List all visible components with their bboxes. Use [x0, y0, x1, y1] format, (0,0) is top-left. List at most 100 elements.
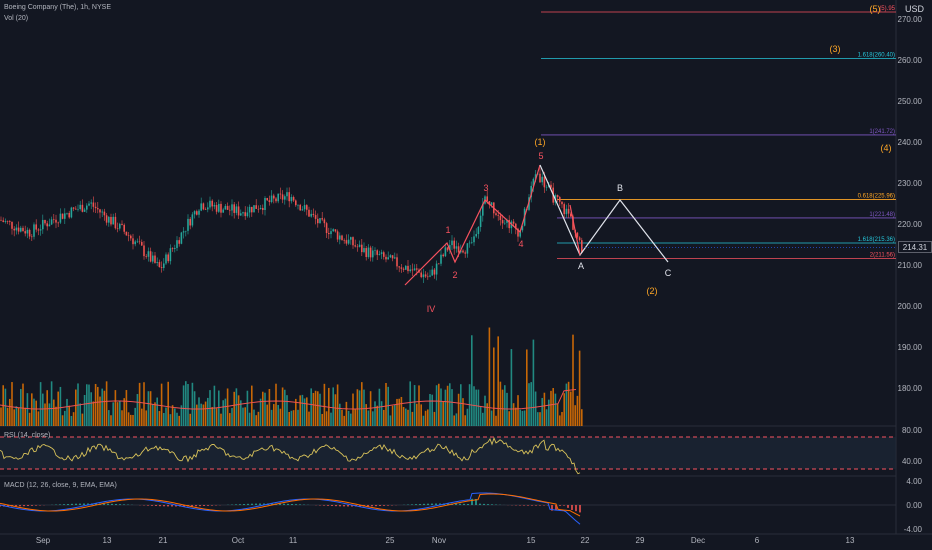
price-candle — [325, 223, 328, 234]
fib-level-label: 1(241.72) — [869, 129, 895, 135]
volume-bar — [424, 410, 427, 426]
volume-bar — [264, 392, 266, 426]
symbol-title[interactable]: Boeing Company (The), 1h, NYSE — [4, 4, 111, 11]
volume-bar — [59, 386, 62, 426]
macd-histogram-bar — [379, 505, 381, 507]
price-candle — [103, 211, 106, 216]
last-price-badge: 214.31 — [898, 241, 932, 253]
price-candle — [317, 218, 319, 224]
volume-bar — [488, 327, 491, 426]
macd-indicator-label[interactable]: MACD (12, 26, close, 9, EMA, EMA) — [4, 482, 117, 489]
macd-histogram-bar — [411, 504, 413, 505]
rsi-band — [0, 437, 896, 469]
volume-bar — [220, 413, 222, 426]
macd-histogram-bar — [19, 505, 21, 507]
price-candle — [136, 241, 139, 243]
volume-bar — [482, 412, 484, 426]
price-candle — [567, 208, 570, 214]
volume-bar — [297, 409, 299, 426]
macd-histogram-bar — [31, 505, 33, 506]
volume-bar — [121, 410, 123, 426]
volume-bar — [154, 402, 156, 426]
volume-bar — [389, 415, 392, 426]
price-candle — [453, 240, 455, 249]
price-candle — [356, 246, 359, 248]
macd-histogram-bar — [83, 503, 85, 505]
volume-bar — [286, 395, 288, 426]
macd-histogram-bar — [343, 505, 345, 507]
volume-bar — [132, 414, 134, 426]
volume-bar — [275, 383, 277, 426]
price-candle — [389, 255, 392, 258]
price-candle — [424, 274, 427, 277]
macd-histogram-bar — [59, 504, 61, 505]
volume-bar — [110, 415, 112, 426]
macd-histogram-bar — [15, 505, 17, 507]
volume-bar — [394, 404, 396, 426]
macd-histogram-bar — [67, 503, 69, 505]
macd-histogram-bar — [339, 505, 341, 507]
volume-bar — [147, 391, 150, 426]
macd-histogram-bar — [559, 505, 561, 506]
price-candle — [328, 233, 330, 235]
volume-moving-average — [0, 389, 577, 410]
volume-bar — [68, 405, 70, 426]
price-candle — [37, 229, 40, 231]
volume-bar — [171, 405, 174, 426]
price-candle — [229, 209, 231, 211]
volume-bar — [501, 389, 504, 426]
macd-histogram-bar — [479, 503, 481, 505]
price-candle — [50, 219, 53, 225]
price-candle — [156, 262, 158, 263]
price-candle — [559, 197, 561, 202]
volume-bar — [446, 385, 449, 426]
price-candle — [440, 254, 442, 264]
volume-bar — [464, 415, 466, 426]
price-candle — [244, 212, 246, 217]
macd-histogram-bar — [579, 505, 581, 513]
price-candle — [119, 223, 121, 229]
macd-histogram-bar — [475, 498, 477, 505]
volume-bar — [519, 409, 521, 426]
volume-bar — [314, 390, 317, 426]
price-candle — [220, 203, 222, 213]
price-candle — [33, 224, 35, 237]
price-candle — [295, 200, 297, 206]
volume-bar — [158, 411, 161, 426]
volume-bar — [462, 398, 464, 426]
volume-bar — [442, 401, 444, 426]
volume-bar — [563, 393, 565, 426]
macd-histogram-bar — [235, 504, 237, 505]
volume-bar — [257, 411, 260, 426]
price-candle — [565, 208, 568, 215]
fib-level-label: 0.618(225.96) — [858, 194, 895, 200]
macd-histogram-bar — [175, 505, 177, 507]
price-candle — [433, 269, 436, 275]
price-candle — [367, 247, 370, 257]
macd-histogram-bar — [23, 505, 25, 507]
price-axis-tick: 210.00 — [898, 261, 923, 270]
fib-level-label: 1(221.48) — [869, 212, 895, 218]
macd-histogram-bar — [419, 503, 421, 505]
price-candle — [321, 218, 323, 220]
price-candle — [501, 220, 504, 224]
volume-bar — [449, 383, 451, 426]
price-candle — [207, 207, 209, 210]
macd-histogram-bar — [551, 505, 553, 511]
rsi-indicator-label[interactable]: RSI (14, close) — [4, 432, 51, 439]
price-candle — [303, 205, 306, 210]
volume-bar — [398, 398, 400, 426]
price-candle — [132, 238, 134, 245]
macd-axis-tick: -4.00 — [904, 525, 923, 534]
macd-histogram-bar — [439, 503, 441, 505]
volume-bar — [499, 381, 502, 426]
price-candle — [99, 209, 101, 213]
volume-bar — [528, 383, 530, 426]
volume-indicator-label[interactable]: Vol (20) — [4, 15, 29, 22]
price-candle — [449, 245, 451, 251]
volume-bar — [156, 397, 158, 426]
price-candle — [473, 236, 475, 243]
price-candle — [332, 229, 334, 232]
volume-bar — [112, 402, 114, 426]
